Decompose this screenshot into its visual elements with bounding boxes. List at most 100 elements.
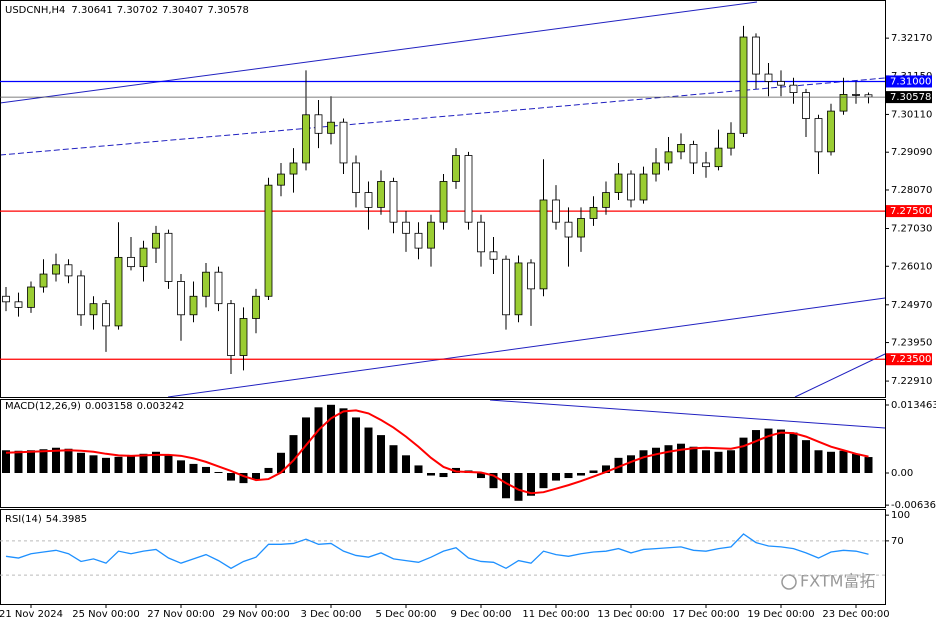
candle-body [277,173,285,186]
candle-body [214,271,223,305]
macd-bar [114,456,123,474]
y-tick-label: 7.23950 [891,338,932,349]
macd-bar [239,473,248,484]
y-tick-label: 7.28070 [891,185,932,196]
macd-bar [52,447,60,474]
macd-bar [839,450,848,474]
candle-body [77,275,85,316]
level-label: 7.31000 [890,76,931,87]
macd-bar [577,473,585,476]
y-tick-label: 7.24970 [891,300,932,311]
macd-bar [127,455,135,474]
channel-line [794,353,886,398]
macd-bar [614,457,623,474]
macd-bar [689,446,698,474]
candle-body [164,232,173,282]
candle-body [352,162,360,193]
x-tick-label: 25 Nov 00:00 [72,609,139,620]
candle-body [639,173,648,201]
candle-body [689,144,698,164]
macd-bar [139,453,148,474]
macd-bar [189,463,198,474]
candle-body [64,264,73,277]
candle-body [739,36,748,134]
macd-bar [439,473,448,478]
candle-body [102,303,110,327]
macd-bar [602,465,610,474]
macd-bar [202,466,210,474]
candle-body [239,318,248,356]
macd-bar [389,445,398,474]
macd-bar [402,455,410,474]
candle-body [414,232,423,249]
candle-body [464,155,473,223]
price-panel-frame [0,0,886,398]
level-box [886,205,932,218]
candle-body [339,121,348,164]
x-tick-label: 29 Nov 00:00 [222,609,289,620]
candle-body [52,264,60,275]
candle-body [564,221,573,238]
macd-panel-frame [0,399,886,508]
x-tick-label: 11 Dec 00:00 [522,609,589,620]
candle-body [389,181,398,223]
candle-body [777,81,785,86]
macd-bar [289,435,298,474]
macd-bar [264,467,273,474]
candle-body [852,94,860,96]
candle-body [527,262,535,290]
candle-body [677,144,685,153]
macd-bar [727,450,735,474]
y-tick-label: 0.00 [891,468,913,479]
macd-bar [77,452,85,474]
y-tick-label: 7.22910 [891,376,932,387]
candle-body [764,73,773,82]
watermark: FXTM富拓 [800,572,875,591]
candle-body [714,147,723,168]
macd-bar [27,450,35,474]
macd-bar [789,432,798,474]
x-tick-label: 23 Dec 00:00 [822,609,889,620]
macd-bar [739,437,748,474]
candle-body [827,110,835,153]
rsi-label: RSI(14) 54.3985 [5,514,87,525]
candle-body [114,256,123,327]
candle-body [577,218,585,238]
last-close: 7.30578 [208,5,249,16]
rsi-name: RSI(14) [5,514,42,525]
chart-title: USDCNH,H4 7.30641 7.30702 7.30407 7.30578 [5,5,249,16]
candle-body [552,199,560,223]
candle-body [514,262,523,316]
rsi-panel-frame [0,509,886,605]
candle-body [589,206,598,219]
macd-bar [377,435,385,474]
candle-body [789,84,798,93]
candle-body [189,295,198,316]
macd-bar [777,429,785,474]
macd-bar [864,457,873,474]
macd-bar [152,451,160,474]
last-open: 7.30641 [71,5,112,16]
x-tick-label: 9 Dec 00:00 [451,609,512,620]
last-high: 7.30702 [117,5,158,16]
candle-body [652,162,660,175]
macd-bar [539,473,548,489]
macd-trend-line [489,399,886,429]
candle-body [377,181,385,208]
macd-bar [752,430,760,474]
candle-body [14,301,23,308]
macd-name: MACD(12,26,9) [5,401,81,412]
macd-bar [714,451,723,474]
candle-body [27,286,35,308]
candle-body [402,221,410,234]
candle-body [664,151,673,164]
candle-body [702,162,710,168]
macd-bar [589,470,598,474]
y-tick-label: 7.32170 [891,33,932,44]
macd-bar [764,428,773,474]
candle-body [327,121,335,134]
candle-body [814,118,823,153]
macd-bar [277,452,285,474]
